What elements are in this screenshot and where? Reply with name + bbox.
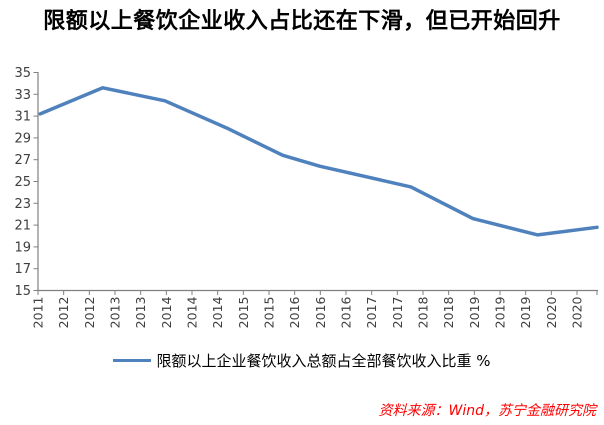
x-axis-label: 2016 [313, 296, 328, 328]
x-axis-label: 2012 [56, 297, 71, 329]
x-axis-label: 2019 [467, 296, 482, 328]
x-axis-label: 2015 [236, 297, 251, 329]
x-axis-label: 2018 [441, 296, 456, 328]
x-axis-label: 2017 [364, 297, 379, 329]
x-axis-label: 2014 [185, 296, 200, 328]
x-axis-label: 2019 [493, 296, 508, 328]
legend: 限额以上企业餐饮收入总额占全部餐饮收入比重 % [0, 350, 604, 371]
x-axis-label: 2015 [262, 297, 277, 329]
legend-line-swatch [113, 359, 152, 362]
y-axis-label: 21 [14, 219, 31, 234]
x-axis-label: 2013 [108, 297, 123, 329]
y-axis-label: 31 [14, 110, 31, 125]
x-axis-label: 2016 [339, 296, 354, 328]
x-axis-label: 2011 [31, 297, 46, 329]
y-axis-label: 23 [14, 197, 31, 212]
legend-label: 限额以上企业餐饮收入总额占全部餐饮收入比重 % [156, 352, 491, 370]
y-axis-label: 19 [14, 240, 31, 255]
x-axis-label: 2016 [287, 296, 302, 328]
data-line [38, 86, 599, 237]
x-axis-label: 2020 [544, 296, 559, 328]
x-axis-label: 2018 [416, 296, 431, 328]
y-axis-label: 25 [14, 175, 31, 190]
source-attribution: 资料来源：Wind，苏宁金融研究院 [378, 403, 597, 419]
y-axis-label: 35 [14, 66, 31, 81]
x-axis-label: 2017 [390, 297, 405, 329]
y-axis-label: 27 [14, 153, 31, 168]
y-axis-label: 15 [14, 284, 31, 299]
chart-title: 限额以上餐饮企业收入占比还在下滑，但已开始回升 [43, 9, 561, 34]
x-axis-label: 2014 [210, 296, 225, 328]
y-axis-label: 33 [14, 88, 31, 103]
x-axis-label: 2020 [570, 296, 585, 328]
x-axis-label: 2013 [133, 297, 148, 329]
x-axis-label: 2014 [159, 296, 174, 328]
x-axis-label: 2019 [518, 296, 533, 328]
x-axis-label: 2012 [82, 297, 97, 329]
y-axis-label: 29 [14, 131, 31, 146]
y-axis-label: 17 [14, 262, 31, 277]
